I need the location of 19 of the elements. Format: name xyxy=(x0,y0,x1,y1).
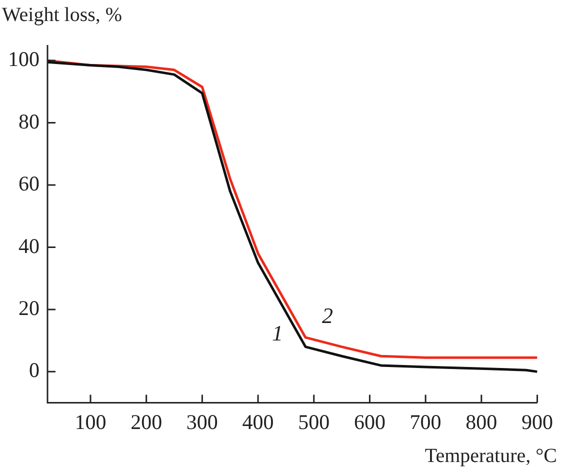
x-tick-label: 300 xyxy=(186,410,218,434)
series-label: 2 xyxy=(322,303,333,328)
x-tick-label: 400 xyxy=(242,410,274,434)
series-label: 1 xyxy=(272,320,283,346)
y-tick-label: 60 xyxy=(18,172,40,196)
x-tick-label: 200 xyxy=(130,410,162,434)
x-tick-label: 600 xyxy=(354,410,386,434)
y-tick-label: 20 xyxy=(18,296,40,320)
y-tick-label: 0 xyxy=(29,358,40,382)
y-tick-label: 80 xyxy=(18,109,40,134)
y-tick-label: 40 xyxy=(18,234,40,258)
x-axis-title: Temperature, °C xyxy=(424,445,557,468)
x-tick-label: 700 xyxy=(410,410,442,434)
y-axis-title: Weight loss, % xyxy=(2,4,122,27)
x-tick-label: 500 xyxy=(298,410,330,434)
x-tick-label: 800 xyxy=(466,410,498,434)
x-tick-label: 900 xyxy=(522,410,553,434)
x-tick-label: 100 xyxy=(74,410,106,434)
y-tick-label: 100 xyxy=(8,47,40,72)
